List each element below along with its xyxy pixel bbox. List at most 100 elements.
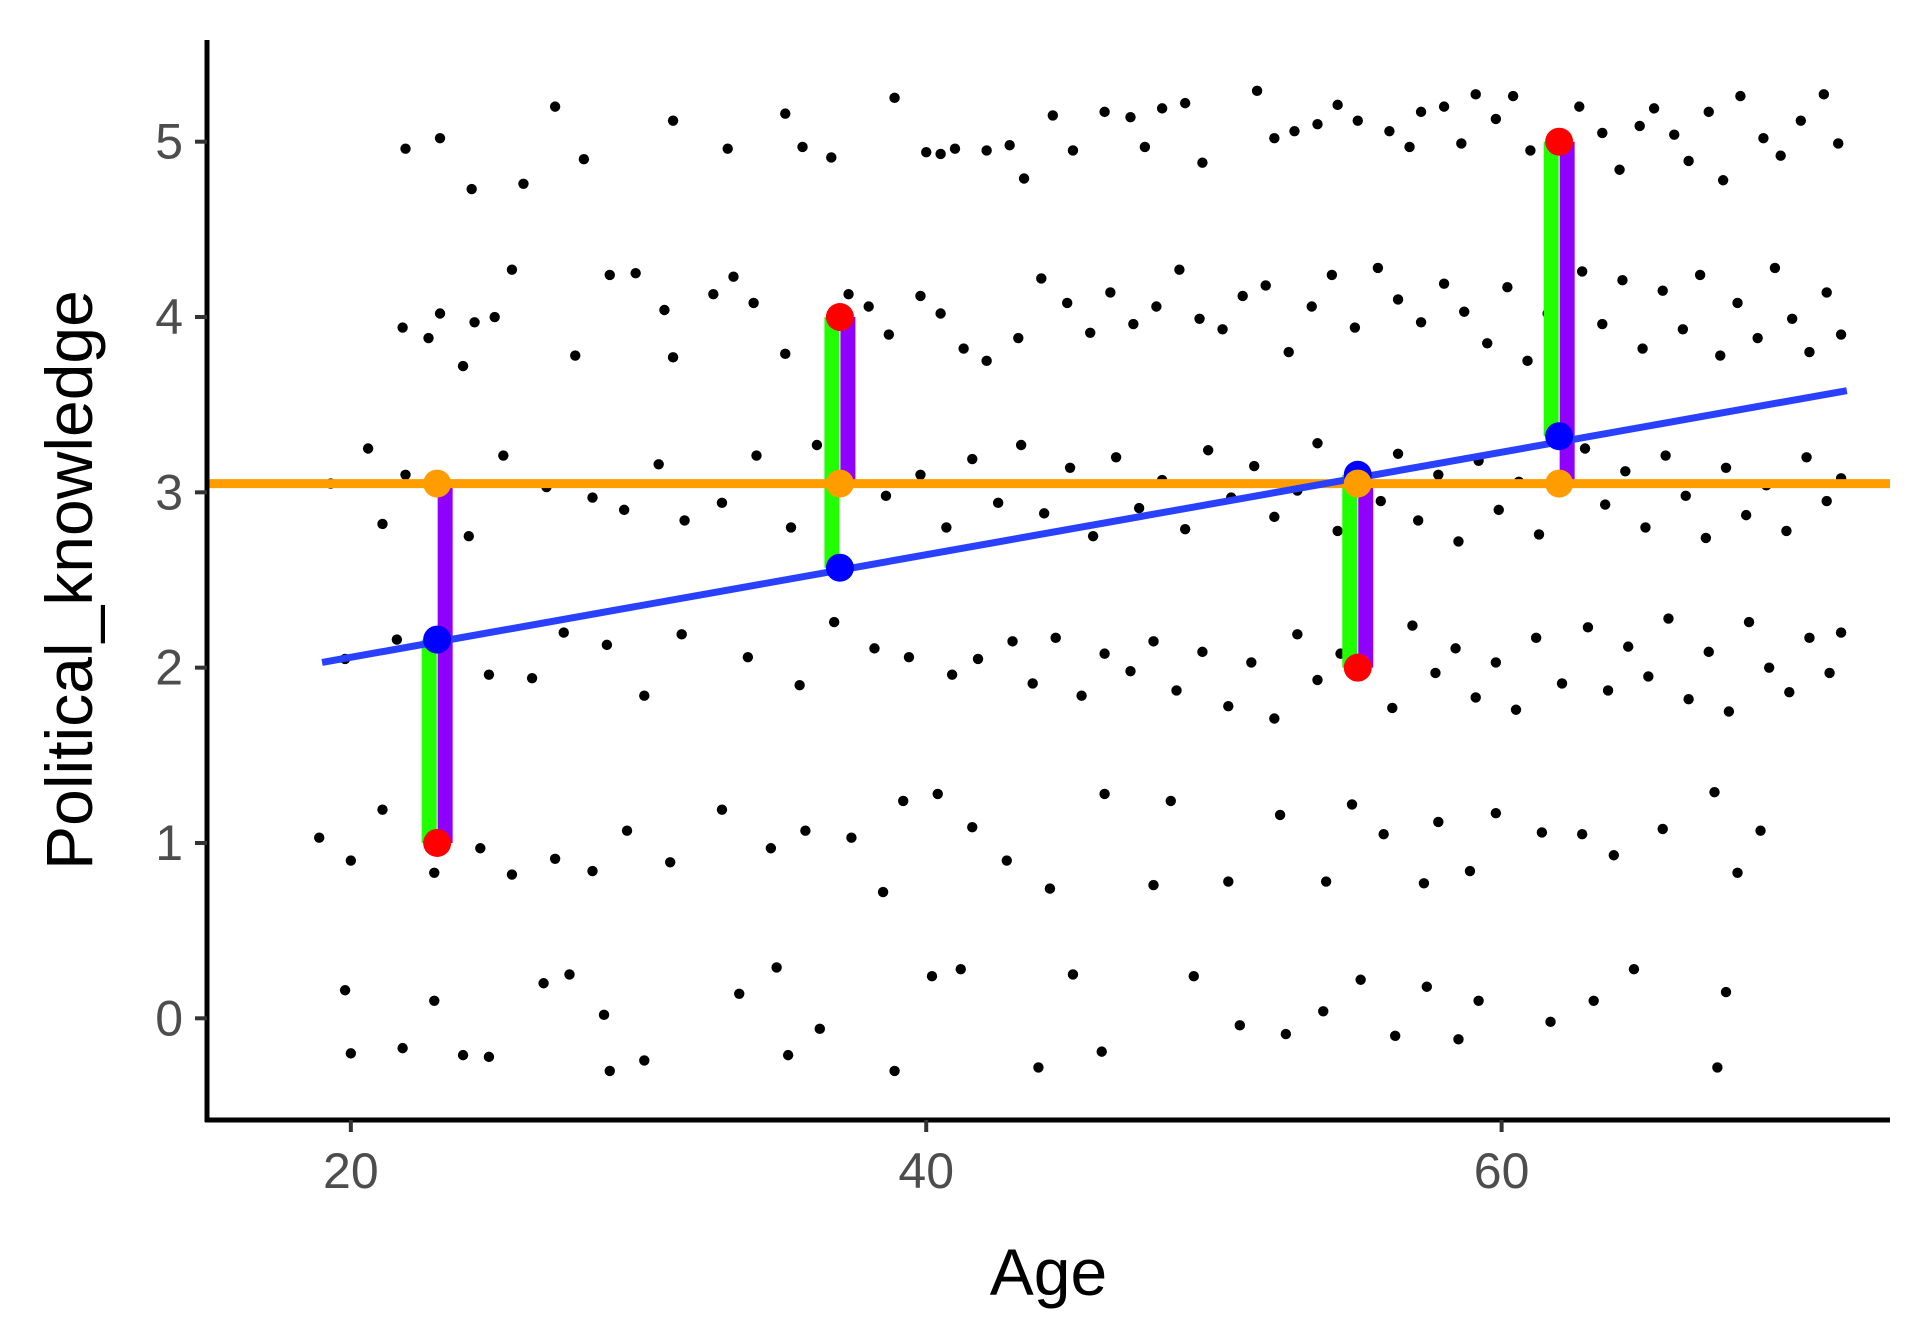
data-point: [1574, 101, 1585, 112]
data-point: [1694, 269, 1706, 281]
data-point: [883, 329, 895, 340]
data-point: [601, 639, 613, 651]
data-point: [1490, 113, 1502, 125]
data-point: [362, 443, 374, 454]
data-point: [1482, 338, 1493, 349]
data-point: [1623, 641, 1634, 652]
data-point: [1709, 786, 1720, 798]
data-point: [1404, 141, 1415, 153]
data-point: [1312, 674, 1323, 686]
data-point: [734, 988, 745, 999]
data-point: [1375, 495, 1386, 507]
data-point: [1027, 678, 1038, 689]
regression-line: [321, 387, 1848, 666]
data-point: [1412, 515, 1424, 526]
data-point: [1312, 118, 1323, 130]
data-point: [1044, 883, 1056, 894]
data-point: [434, 308, 446, 319]
data-point: [1821, 287, 1832, 298]
data-point: [1703, 646, 1714, 658]
data-point: [1617, 274, 1628, 286]
data-point: [639, 1055, 650, 1066]
y-axis-ticks: 0 1 2 3 4 5: [155, 114, 207, 1046]
data-point: [1372, 262, 1384, 274]
data-point: [1470, 692, 1481, 703]
data-point: [1459, 306, 1470, 317]
data-point: [1096, 1046, 1107, 1057]
data-point: [1349, 322, 1361, 333]
data-point: [391, 634, 403, 645]
data-point: [667, 352, 679, 363]
data-point: [915, 290, 926, 302]
data-point: [877, 886, 889, 898]
data-point: [345, 1048, 357, 1059]
data-point: [558, 627, 569, 638]
data-point: [1018, 173, 1030, 184]
data-point: [1085, 327, 1096, 338]
data-point: [800, 825, 811, 836]
data-point: [785, 522, 797, 533]
data-point: [1456, 138, 1467, 149]
data-point: [429, 867, 440, 878]
data-point: [765, 843, 777, 854]
data-point: [828, 616, 840, 628]
data-point: [1234, 1020, 1246, 1031]
data-point: [518, 178, 529, 189]
data-point: [782, 1049, 794, 1061]
data-point: [1643, 671, 1654, 682]
data-point: [1784, 687, 1795, 698]
highlight-markers: [423, 127, 1574, 857]
data-point: [549, 853, 561, 864]
data-point: [1740, 509, 1752, 521]
data-point: [377, 804, 388, 815]
data-point: [1821, 495, 1832, 507]
data-point: [630, 267, 641, 279]
data-point: [1683, 694, 1694, 705]
data-point: [587, 865, 598, 877]
data-point: [1125, 665, 1136, 677]
data-point: [1648, 103, 1660, 114]
x-tick-label: 20: [323, 1143, 379, 1199]
data-point: [339, 985, 351, 996]
data-point: [1755, 825, 1766, 836]
data-point: [1677, 324, 1689, 335]
data-point: [1289, 125, 1300, 137]
data-point: [1743, 616, 1755, 628]
data-point: [1392, 448, 1404, 459]
data-point: [1597, 318, 1608, 330]
data-point: [846, 832, 857, 843]
data-point: [1720, 986, 1732, 998]
y-tick-label: 3: [155, 464, 183, 520]
mean-value-marker: [423, 469, 452, 498]
data-point: [992, 497, 1004, 509]
data-point: [1036, 273, 1047, 284]
data-point: [1556, 678, 1568, 689]
data-point: [949, 143, 961, 154]
data-point: [1237, 290, 1248, 302]
data-point: [457, 1049, 469, 1061]
data-point: [1418, 878, 1430, 889]
mean-value-marker: [825, 469, 854, 498]
data-point: [958, 343, 969, 354]
data-point: [1775, 150, 1786, 161]
data-point: [1062, 297, 1073, 309]
data-point: [1194, 313, 1205, 324]
data-point: [1490, 807, 1502, 819]
y-axis-title: Political_knowledge: [32, 290, 106, 870]
data-point: [1067, 145, 1079, 156]
data-point: [564, 969, 575, 980]
data-point: [1833, 138, 1844, 149]
data-point: [1597, 127, 1608, 139]
data-point: [1038, 508, 1050, 519]
data-point: [1125, 111, 1136, 123]
data-point: [1433, 816, 1444, 828]
data-point: [1473, 995, 1484, 1006]
data-point: [457, 360, 469, 372]
data-point: [1536, 827, 1548, 838]
data-point: [587, 492, 598, 503]
data-point: [434, 132, 446, 144]
data-point: [1067, 969, 1079, 980]
data-point: [967, 822, 978, 833]
